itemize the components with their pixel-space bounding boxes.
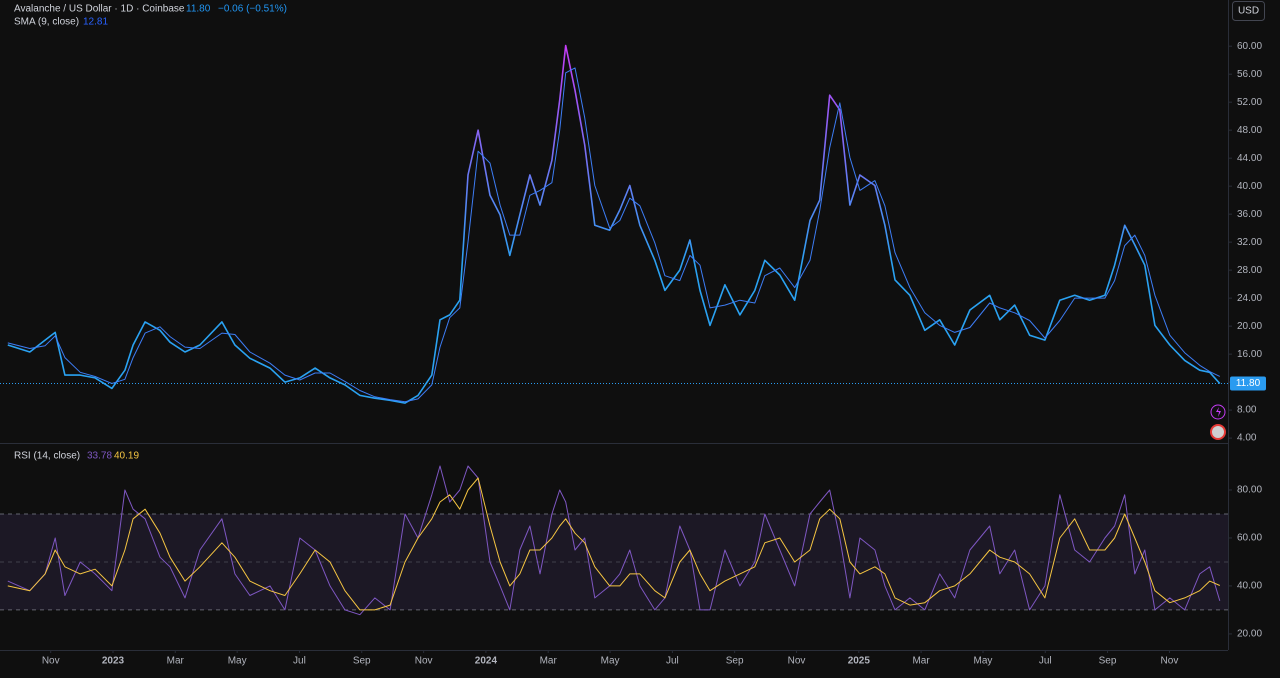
x-tick-label: Mar [912,656,930,667]
y-tick-label: 44.00 [1237,153,1262,164]
x-tick-label: Jul [1039,656,1052,667]
y-tick-label: 16.00 [1237,349,1262,360]
x-tick-label: Mar [167,656,185,667]
x-tick-label: Mar [540,656,558,667]
y-tick-label: 52.00 [1237,97,1262,108]
currency-box[interactable] [1232,1,1265,21]
x-tick-label: Nov [1161,656,1179,667]
y-tick-label: 20.00 [1237,321,1262,332]
y-tick-label: 32.00 [1237,237,1262,248]
x-tick-label: May [601,656,620,667]
series-line [7,44,1221,404]
rsi-ma-value: 40.19 [114,451,139,462]
x-tick-label: May [974,656,993,667]
x-tick-label: 2023 [102,656,125,667]
event-icon-bolt [1216,407,1221,417]
y-tick-label: 60.00 [1237,533,1262,544]
legend-label: SMA (9, close) [14,17,79,28]
rsi-value: 33.78 [87,451,112,462]
legend-value: 12.81 [83,17,108,28]
event-icon[interactable] [1210,404,1226,420]
x-tick-label: Nov [415,656,433,667]
x-tick-label: Sep [353,656,371,667]
series-line [7,465,1221,616]
x-tick-label: 2024 [475,656,498,667]
y-tick-label: 4.00 [1237,433,1257,444]
x-tick-label: Sep [726,656,744,667]
x-tick-label: Nov [42,656,60,667]
ma-line [7,67,1221,403]
y-tick-label: 24.00 [1237,293,1262,304]
currency[interactable]: USD [1238,6,1259,17]
event-icon-flag[interactable] [1210,424,1226,440]
chart-title: Avalanche / US Dollar · 1D · Coinbase [14,4,185,15]
y-tick-label: 48.00 [1237,125,1262,136]
x-tick-label: Sep [1099,656,1117,667]
price-change: −0.06 (−0.51%) [218,4,287,15]
ma-line [7,477,1220,611]
rsi-title: RSI (14, close) [14,451,80,462]
x-tick-label: Jul [666,656,679,667]
y-tick-label: 56.00 [1237,69,1262,80]
last-price: 11.80 [186,4,211,15]
y-tick-label: 80.00 [1237,485,1262,496]
y-tick-label: 40.00 [1237,581,1262,592]
x-tick-label: Nov [788,656,806,667]
y-tick-label: 36.00 [1237,209,1262,220]
x-tick-label: May [228,656,247,667]
y-tick-label: 40.00 [1237,181,1262,192]
y-tick-label: 28.00 [1237,265,1262,276]
last-price-tag-label: 11.80 [1236,378,1261,389]
y-tick-label: 20.00 [1237,629,1262,640]
x-tick-label: Jul [293,656,306,667]
last-price-tag [1230,376,1266,391]
y-tick-label: 8.00 [1237,405,1257,416]
y-tick-label: 60.00 [1237,41,1262,52]
x-tick-label: 2025 [848,656,871,667]
